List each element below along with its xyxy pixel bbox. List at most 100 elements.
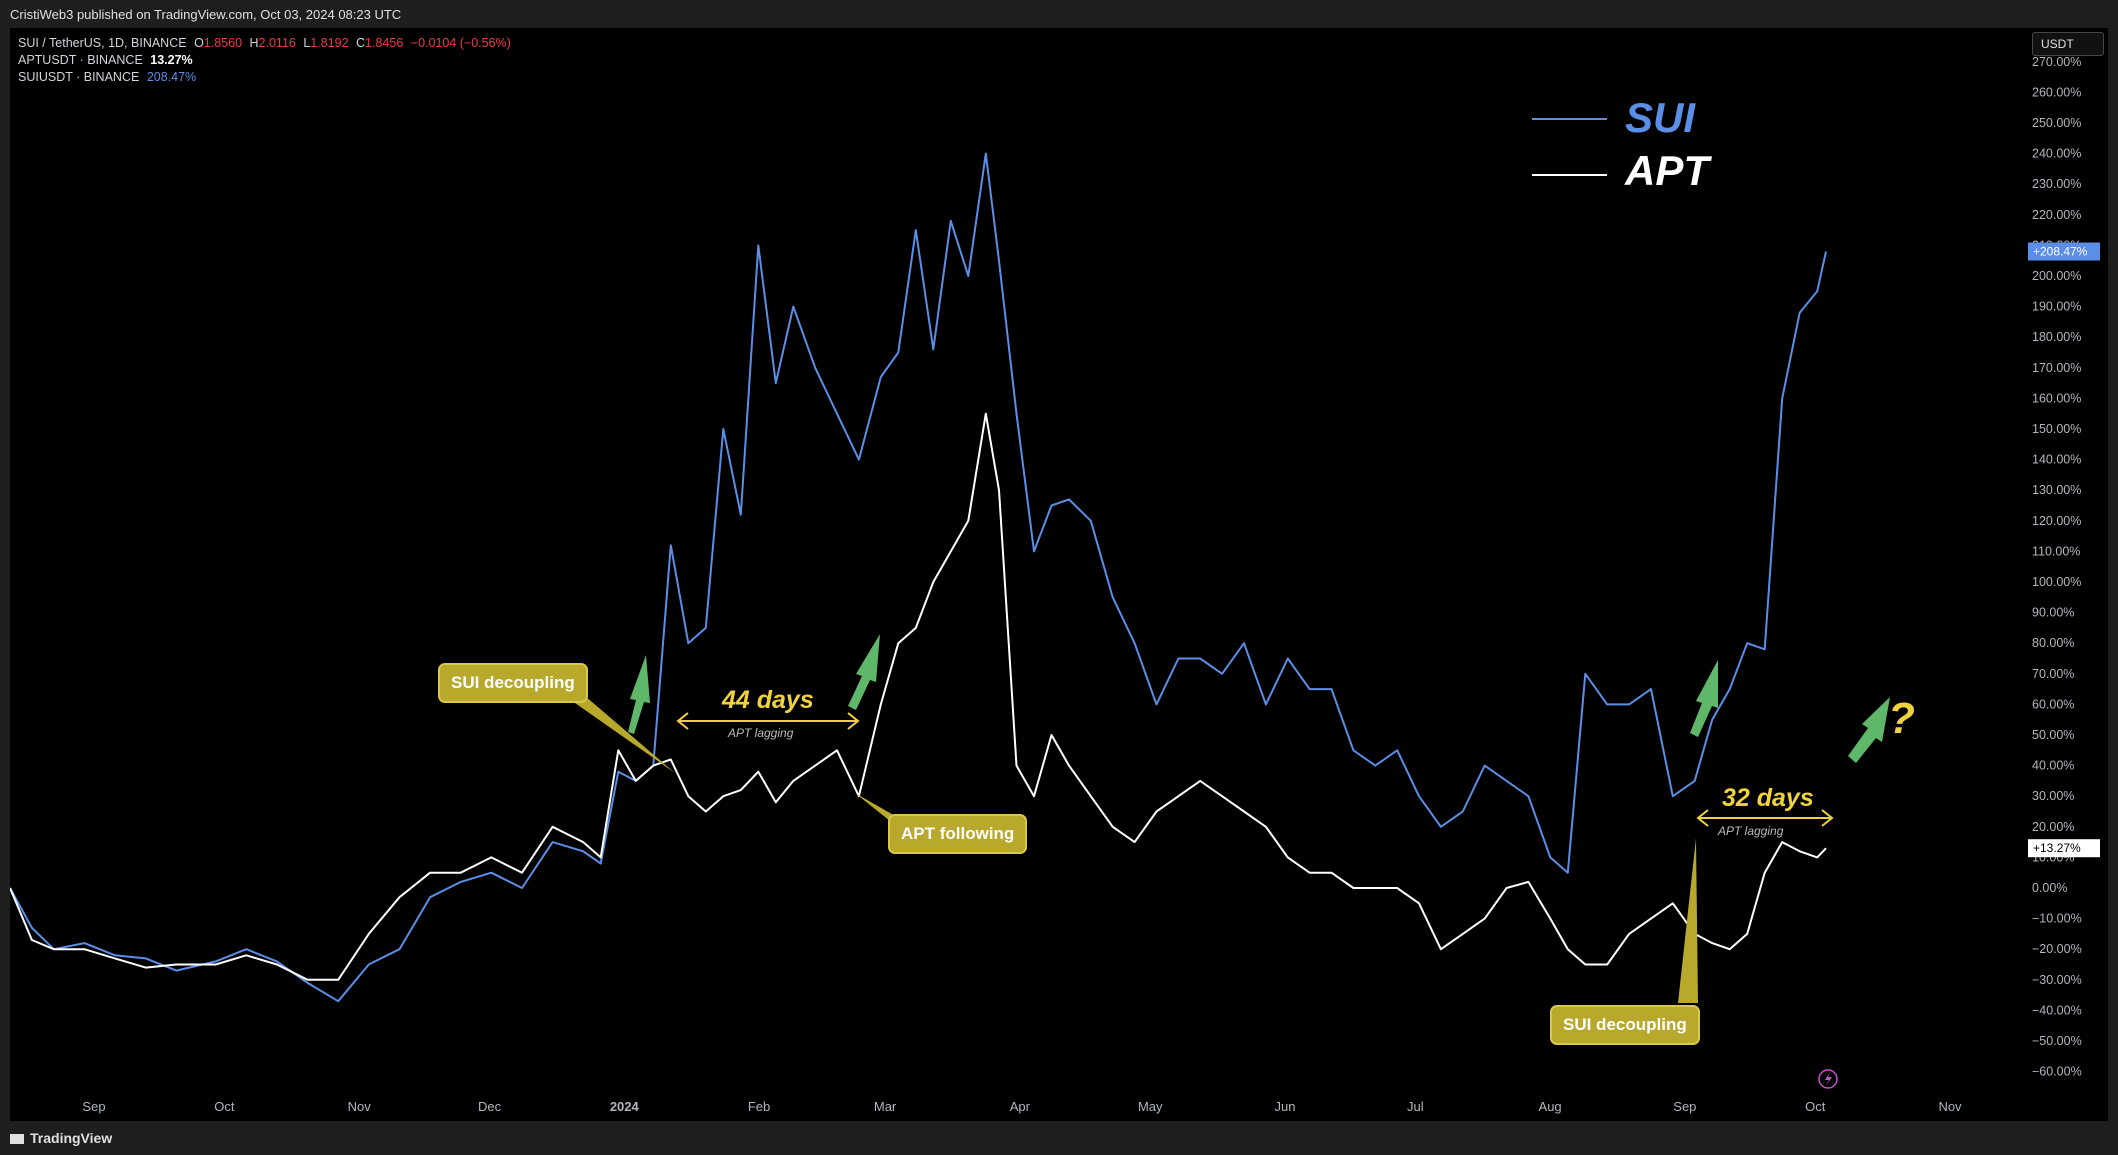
y-tick-label: 50.00% <box>2032 728 2074 742</box>
apt-big-label: APT <box>1625 147 1709 194</box>
lag-label-1: APT lagging <box>728 726 794 740</box>
ohlc-low: 1.8192 <box>310 36 349 50</box>
y-tick-label: 100.00% <box>2032 575 2081 589</box>
y-tick-label: 230.00% <box>2032 177 2081 191</box>
frame-left <box>0 28 10 1121</box>
publish-info: CristiWeb3 published on TradingView.com,… <box>10 7 402 22</box>
callout-sui-decoupling-2: SUI decoupling <box>1550 1005 1700 1045</box>
callout-sui-decoupling-1: SUI decoupling <box>438 663 588 703</box>
x-tick-label: Dec <box>478 1099 502 1114</box>
ohlc-low-label: L <box>303 36 311 50</box>
span-arrow-32-right-head <box>1821 809 1834 827</box>
span-arrow-44-right-head <box>847 712 860 730</box>
symbol-legend: SUI / TetherUS, 1D, BINANCE O1.8560 H2.0… <box>18 36 511 50</box>
y-tick-label: −50.00% <box>2032 1034 2082 1048</box>
sui-legend-name: SUIUSDT · BINANCE <box>18 70 140 84</box>
y-tick-label: −20.00% <box>2032 942 2082 956</box>
y-tick-label: 270.00% <box>2032 55 2081 69</box>
price-chart[interactable]: 270.00% 260.00% 250.00% 240.00% 230.00% 220.0… <box>10 28 2108 1121</box>
lightning-icon-bolt <box>1825 1072 1832 1086</box>
x-tick-label: Jun <box>1274 1099 1295 1114</box>
lag-label-2: APT lagging <box>1718 824 1784 838</box>
green-up-arrow-2 <box>848 634 880 710</box>
span-arrow-44-left-head <box>676 712 689 730</box>
sui-big-label: SUI <box>1625 94 1696 141</box>
y-tick-label: 190.00% <box>2032 300 2081 314</box>
ohlc-high: 2.0116 <box>258 36 296 50</box>
y-tick-label: 120.00% <box>2032 514 2081 528</box>
apt-legend[interactable]: APTUSDT · BINANCE 13.27% <box>18 53 193 67</box>
tradingview-logo-icon <box>10 1134 24 1144</box>
y-tick-label: 160.00% <box>2032 391 2081 405</box>
x-tick-label: Nov <box>1938 1099 1962 1114</box>
x-tick-label: May <box>1138 1099 1163 1114</box>
y-tick-label: 150.00% <box>2032 422 2081 436</box>
x-tick-label: Sep <box>1673 1099 1696 1114</box>
lightning-icon[interactable] <box>1818 1069 1838 1089</box>
sui-last-value-badge-bg <box>2028 242 2100 261</box>
ohlc-close-label: C <box>356 36 366 50</box>
y-tick-label: 200.00% <box>2032 269 2081 283</box>
y-tick-label: 180.00% <box>2032 330 2081 344</box>
ohlc-change: −0.0104 (−0.56%) <box>410 36 511 50</box>
x-tick-label: Oct <box>214 1099 235 1114</box>
x-tick-label: Nov <box>348 1099 372 1114</box>
x-tick-label: Mar <box>874 1099 897 1114</box>
x-tick-label: Apr <box>1010 1099 1031 1114</box>
sui-series-line <box>10 152 1827 1003</box>
y-tick-label: −10.00% <box>2032 912 2082 926</box>
y-tick-label: 40.00% <box>2032 759 2074 773</box>
x-tick-label: Oct <box>1805 1099 1826 1114</box>
y-tick-label: 130.00% <box>2032 483 2081 497</box>
ohlc-high-label: H <box>249 36 259 50</box>
y-tick-label: 30.00% <box>2032 789 2074 803</box>
apt-last-value-badge-bg <box>2028 839 2100 858</box>
x-tick-label: 2024 <box>610 1099 640 1114</box>
y-tick-label: 170.00% <box>2032 361 2081 375</box>
sui-legend-value: 208.47% <box>146 70 197 84</box>
bottom-bar: TradingView <box>0 1121 2118 1155</box>
callout-pointer-1 <box>565 696 675 773</box>
y-tick-label: 0.00% <box>2032 881 2067 895</box>
x-tick-label: Feb <box>748 1099 770 1114</box>
y-tick-label: 260.00% <box>2032 85 2081 99</box>
sui-legend[interactable]: SUIUSDT · BINANCE 208.47% <box>18 70 196 84</box>
callout-apt-following: APT following <box>888 814 1028 854</box>
sui-last-value-badge: +208.47% <box>2033 245 2088 259</box>
y-tick-label: 110.00% <box>2032 544 2080 558</box>
green-up-arrow-3 <box>1690 660 1718 737</box>
y-tick-label: −60.00% <box>2032 1065 2082 1079</box>
apt-legend-name: APTUSDT · BINANCE <box>18 53 143 67</box>
green-up-arrow-1 <box>628 655 650 734</box>
tradingview-logo[interactable]: TradingView <box>10 1130 112 1146</box>
ohlc-open: 1.8560 <box>203 36 243 50</box>
x-tick-label: Jul <box>1407 1099 1424 1114</box>
y-tick-label: 80.00% <box>2032 636 2074 650</box>
apt-legend-value: 13.27% <box>150 53 193 67</box>
y-tick-label: −30.00% <box>2032 973 2082 987</box>
x-tick-label: Aug <box>1539 1099 1562 1114</box>
y-tick-label: 220.00% <box>2032 208 2081 222</box>
y-tick-label: 90.00% <box>2032 606 2074 620</box>
y-tick-label: 140.00% <box>2032 453 2081 467</box>
frame-right <box>2108 28 2118 1121</box>
apt-last-value-badge: +13.27% <box>2033 841 2081 855</box>
green-up-arrow-4 <box>1848 697 1890 763</box>
y-tick-label: 70.00% <box>2032 667 2074 681</box>
question-mark: ? <box>1888 694 1915 743</box>
callout-pointer-3 <box>1678 838 1698 1003</box>
y-tick-label: −40.00% <box>2032 1003 2082 1017</box>
y-tick-label: 240.00% <box>2032 147 2081 161</box>
symbol-name: SUI / TetherUS, 1D, BINANCE <box>18 36 187 50</box>
ohlc-open-label: O <box>194 36 204 50</box>
days-label-32: 32 days <box>1722 784 1814 812</box>
annotation-shapes <box>565 118 1890 1089</box>
ohlc-close: 1.8456 <box>365 36 404 50</box>
days-label-44: 44 days <box>722 686 814 714</box>
currency-unit-button[interactable]: USDT <box>2032 32 2104 56</box>
brand-name: TradingView <box>30 1130 113 1146</box>
top-bar: CristiWeb3 published on TradingView.com,… <box>0 0 2118 28</box>
y-axis[interactable]: 270.00% 260.00% 250.00% 240.00% 230.00% 220.0… <box>2028 55 2100 1079</box>
y-tick-label: 250.00% <box>2032 116 2081 130</box>
x-axis[interactable]: Sep Oct Nov Dec 2024 Feb Mar Apr May Jun Jul Aug Sep… <box>82 1099 1962 1114</box>
